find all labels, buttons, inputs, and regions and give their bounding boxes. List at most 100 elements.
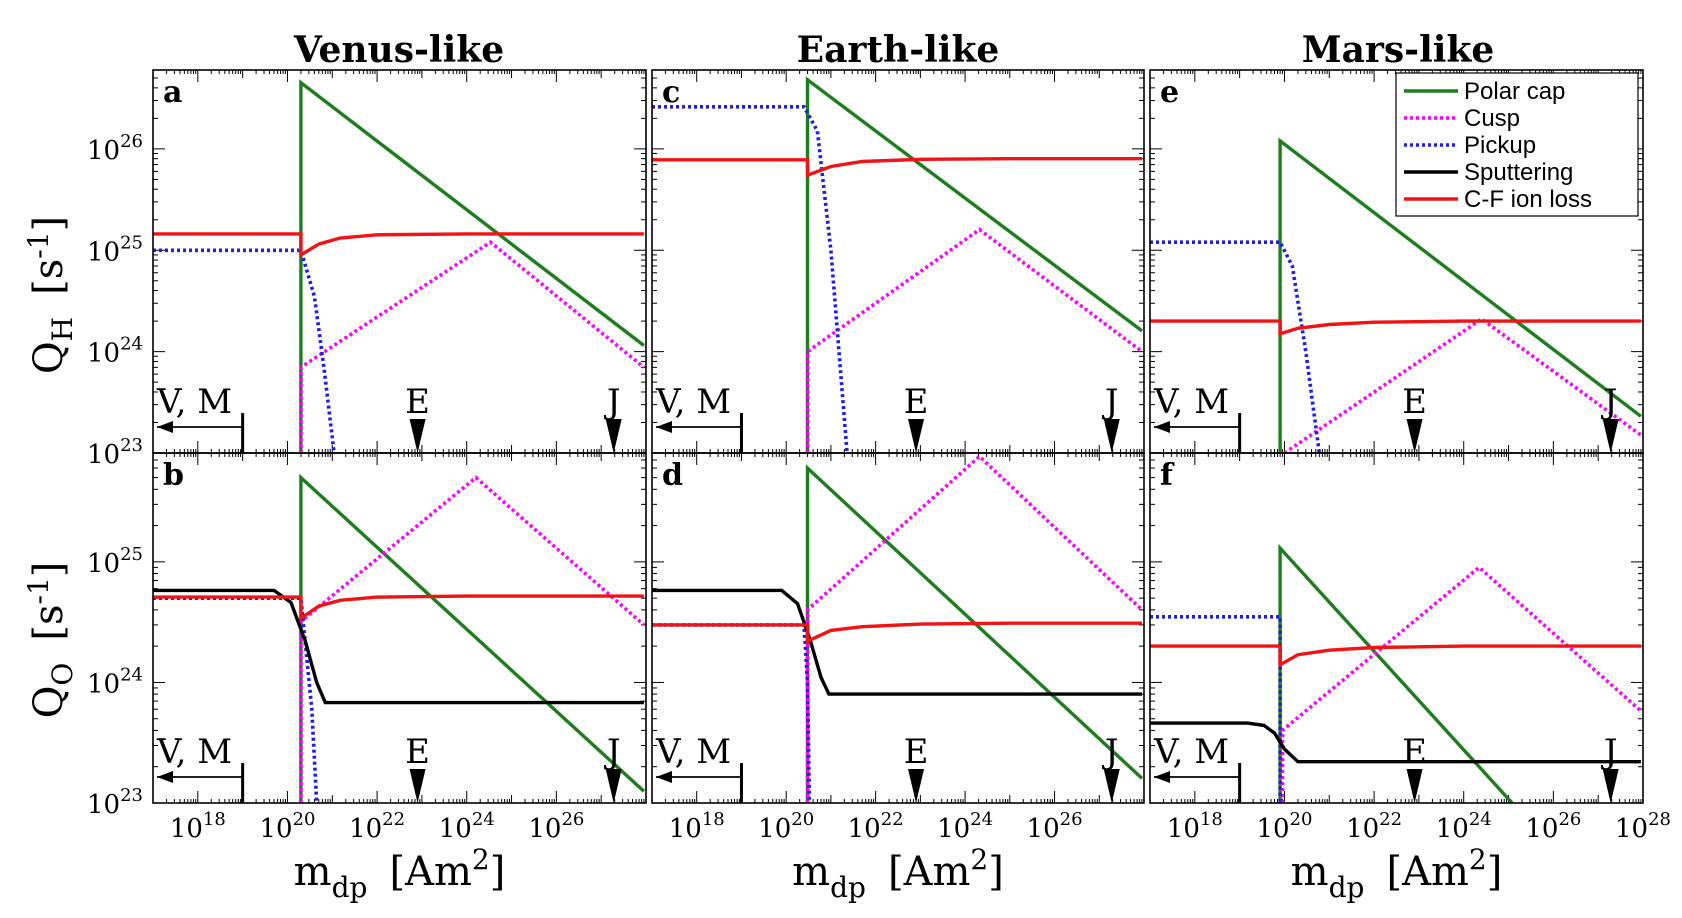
- legend-label-1: Cusp: [1464, 105, 1520, 132]
- legend-label-2: Pickup: [1464, 132, 1536, 159]
- xtick-f-1: 1020: [1256, 809, 1312, 844]
- frame-b: [152, 452, 647, 804]
- xtick-d-0: 1018: [669, 809, 725, 844]
- planet-markers-c: V, M E J: [655, 382, 1120, 453]
- series-c-polar-cap: [805, 76, 1144, 453]
- series-b-polar-cap: [299, 473, 646, 803]
- svg-text:QO[s-1]: QO [s-1]: [22, 562, 79, 719]
- series-a-cusp: [299, 239, 646, 453]
- legend-label-4: C-F ion loss: [1464, 186, 1592, 213]
- ylabel-qh-unit-sup: -1: [22, 231, 55, 258]
- ytick-a-3: 1026: [87, 131, 143, 166]
- ytick-b-0: 1023: [87, 785, 143, 820]
- ytick-a-2: 1025: [87, 232, 143, 267]
- marker-vm-d: V, M: [655, 732, 731, 772]
- panel-b: b 1023 1024 1025 1018 1020 1022 1024 1026 V, M E J: [87, 452, 647, 844]
- legend-label-0: Polar cap: [1464, 78, 1565, 105]
- marker-j-a: J: [604, 382, 621, 422]
- series-f-sputtering: [1150, 721, 1641, 764]
- marker-j-d: J: [1102, 732, 1119, 772]
- marker-e-d: E: [904, 732, 929, 772]
- xtick-b-0: 1018: [170, 809, 226, 844]
- marker-e-f: E: [1402, 732, 1427, 772]
- x-axis-label-0: mdp [Am2]: [294, 843, 506, 904]
- frame-f: [1149, 452, 1644, 804]
- marker-e-c: E: [904, 382, 929, 422]
- x-axis-label-2: mdp [Am2]: [1291, 843, 1503, 904]
- series-b-pickup: [153, 596, 319, 803]
- series-f-cusp: [1280, 565, 1643, 803]
- xtick-f-4: 1026: [1525, 809, 1581, 844]
- y-axis-label-qh: QH [s-1]: [22, 216, 79, 374]
- planet-markers-e: V, M E J: [1153, 382, 1619, 453]
- series-d-cusp: [805, 453, 1144, 803]
- marker-j-f: J: [1601, 732, 1618, 772]
- series-e-pickup: [1150, 240, 1322, 453]
- ylabel-qo-main: Q: [26, 686, 72, 719]
- ylabel-qh-sub: H: [46, 317, 79, 341]
- marker-vm-f: V, M: [1153, 732, 1229, 772]
- marker-vm-a: V, M: [156, 382, 232, 422]
- y-axis-label-qo: QO [s-1]: [22, 562, 79, 719]
- ytick-a-0: 1023: [87, 435, 143, 470]
- xtick-d-1: 1020: [758, 809, 814, 844]
- panel-label-f: f: [1160, 458, 1175, 493]
- xtick-d-3: 1024: [937, 809, 993, 844]
- marker-vm-c: V, M: [655, 382, 731, 422]
- marker-e-b: E: [405, 732, 430, 772]
- panel-e: e V, M E J: [1149, 69, 1644, 454]
- series-a-polar-cap: [299, 79, 645, 453]
- panel-label-c: c: [662, 75, 680, 110]
- series-b-cusp: [299, 475, 646, 803]
- planet-markers-b: V, M E J: [156, 732, 622, 803]
- panel-label-b: b: [163, 458, 184, 493]
- series-d-polar-cap: [805, 464, 1144, 803]
- xtick-d-4: 1026: [1027, 809, 1083, 844]
- series-c-c-f-ion-loss: [652, 156, 1142, 178]
- series-d-pickup: [652, 623, 812, 803]
- ytick-a-1: 1024: [87, 334, 143, 369]
- marker-vm-e: V, M: [1153, 382, 1229, 422]
- marker-e-e: E: [1402, 382, 1427, 422]
- xtick-b-2: 1022: [349, 809, 405, 844]
- series-c-pickup: [652, 105, 849, 453]
- panel-label-d: d: [662, 458, 683, 493]
- ytick-b-1: 1024: [87, 664, 143, 699]
- column-title-mars: Mars-like: [1302, 29, 1495, 71]
- column-title-earth: Earth-like: [797, 29, 1000, 71]
- xtick-b-4: 1026: [528, 809, 584, 844]
- ylabel-qo-unit: [s: [26, 604, 72, 640]
- ylabel-qh-unit: [s: [26, 259, 72, 295]
- column-title-venus: Venus-like: [293, 29, 504, 71]
- xtick-d-2: 1022: [848, 809, 904, 844]
- xtick-f-3: 1024: [1436, 809, 1492, 844]
- ylabel-qo-unit-sup: -1: [22, 577, 55, 604]
- marker-j-e: J: [1601, 382, 1618, 422]
- planet-markers-d: V, M E J: [655, 732, 1120, 803]
- ylabel-qo-sub: O: [46, 663, 79, 686]
- series-b-c-f-ion-loss: [153, 594, 644, 622]
- legend-label-3: Sputtering: [1464, 159, 1573, 186]
- xtick-f-2: 1022: [1346, 809, 1402, 844]
- series-e-polar-cap: [1278, 137, 1642, 453]
- panel-c: c V, M E J: [651, 69, 1145, 454]
- panel-label-a: a: [163, 75, 182, 110]
- series-e-c-f-ion-loss: [1150, 319, 1641, 337]
- panel-f: f 1018 1020 1022 1024 1026 1028 V, M E J: [1149, 452, 1671, 844]
- panel-label-e: e: [1160, 75, 1179, 110]
- frame-d: [651, 452, 1145, 804]
- series-f-c-f-ion-loss: [1150, 644, 1641, 668]
- ylabel-qh-main: Q: [26, 341, 72, 374]
- series-f-polar-cap: [1278, 543, 1514, 803]
- series-a-pickup: [153, 248, 336, 453]
- panel-d: d 1018 1020 1022 1024 1026 V, M E J: [651, 452, 1145, 844]
- series-e-cusp: [1283, 316, 1642, 453]
- ylabel-qo-unit-end: ]: [26, 562, 72, 578]
- planet-markers-f: V, M E J: [1153, 732, 1619, 803]
- series-b-sputtering: [153, 588, 644, 705]
- xtick-b-3: 1024: [439, 809, 495, 844]
- series-c-cusp: [805, 227, 1144, 453]
- series-d-sputtering: [652, 588, 1142, 696]
